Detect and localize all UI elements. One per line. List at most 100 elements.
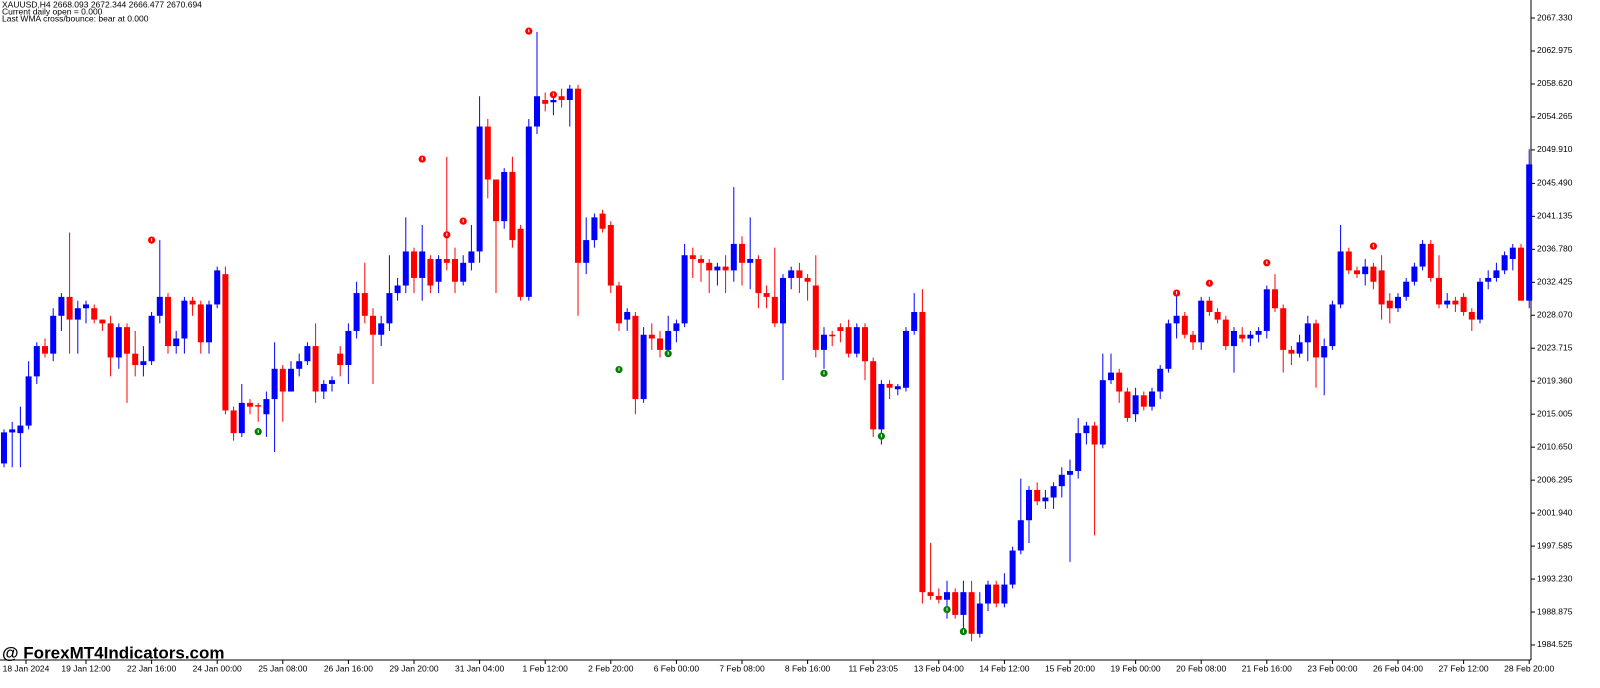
y-tick-label: 2062.975 <box>1537 45 1573 55</box>
candle-body <box>509 171 516 241</box>
x-tick-label: 24 Jan 00:00 <box>193 663 242 673</box>
candle-body <box>821 334 827 350</box>
candle-body <box>853 327 860 354</box>
candle-body <box>91 308 98 320</box>
candle-body <box>206 304 212 343</box>
x-tick-label: 26 Jan 16:00 <box>324 663 373 673</box>
candle-body <box>1403 281 1410 297</box>
candle-body <box>476 126 483 252</box>
candle-body <box>501 171 508 222</box>
candle-body <box>329 380 335 384</box>
x-tick-label: 1 Feb 12:00 <box>523 663 569 673</box>
header-line: Last WMA cross/bounce: bear at 0.000 <box>2 13 149 23</box>
candle-body <box>115 327 122 358</box>
candle-body <box>1526 164 1533 301</box>
candle-body <box>1181 315 1188 335</box>
candle-body <box>985 584 991 604</box>
candle-body <box>525 126 532 297</box>
candle-body <box>566 88 573 101</box>
candle-body <box>99 319 106 324</box>
candle-body <box>1116 372 1123 392</box>
candle-body <box>665 330 672 350</box>
candle-body <box>517 228 524 297</box>
candle-body <box>296 361 303 369</box>
candle-body <box>1354 270 1360 275</box>
candle-body <box>1239 334 1246 339</box>
y-tick-label: 2058.620 <box>1537 78 1573 88</box>
candle-body <box>591 217 598 241</box>
candle-body <box>804 277 811 282</box>
candle-body <box>1419 243 1426 267</box>
candle-body <box>1 432 7 464</box>
x-tick-label: 21 Feb 16:00 <box>1242 663 1292 673</box>
x-tick-label: 11 Feb 23:05 <box>848 663 898 673</box>
candle-body <box>1444 300 1451 305</box>
candle-body <box>1493 270 1500 278</box>
candle-body <box>837 327 844 331</box>
x-tick-label: 20 Feb 08:00 <box>1176 663 1226 673</box>
candle-body <box>222 274 229 411</box>
candle-body <box>681 255 688 324</box>
candle-body <box>739 243 745 263</box>
candle-body <box>1140 395 1147 407</box>
x-tick-label: 8 Feb 16:00 <box>785 663 831 673</box>
y-tick-label: 2001.940 <box>1537 507 1573 517</box>
candle-body <box>443 259 450 263</box>
candle-body <box>460 262 467 282</box>
candle-body <box>320 383 327 392</box>
candle-body <box>1304 323 1311 343</box>
y-tick-label: 2019.360 <box>1537 375 1573 385</box>
candle-body <box>673 323 680 331</box>
candle-body <box>1067 471 1073 475</box>
candle-body <box>452 259 458 282</box>
candle-body <box>493 179 499 222</box>
candle-body <box>148 315 155 362</box>
candle-body <box>1042 497 1049 502</box>
candle-body <box>50 315 57 354</box>
candle-body <box>755 259 762 294</box>
x-tick-label: 19 Jan 12:00 <box>61 663 110 673</box>
candle-body <box>862 327 868 362</box>
candle-body <box>345 330 352 366</box>
candle-body <box>1501 255 1508 271</box>
candle-body <box>968 592 975 634</box>
candle-body <box>263 399 270 415</box>
candle-body <box>1206 300 1213 313</box>
x-tick-label: 7 Feb 08:00 <box>719 663 765 673</box>
candle-body <box>1173 315 1180 324</box>
x-tick-label: 2 Feb 20:00 <box>588 663 634 673</box>
x-tick-label: 15 Feb 20:00 <box>1045 663 1095 673</box>
y-tick-label: 2067.330 <box>1537 12 1573 22</box>
candle-body <box>935 595 942 600</box>
candle-body <box>944 592 950 600</box>
y-tick-label: 2041.135 <box>1537 211 1573 221</box>
candle-body <box>394 285 401 294</box>
candle-body <box>640 334 647 400</box>
candle-body <box>1288 349 1295 354</box>
candle-body <box>181 300 188 339</box>
candle-body <box>730 243 737 271</box>
candle-body <box>1280 308 1287 350</box>
x-tick-label: 26 Feb 04:00 <box>1373 663 1423 673</box>
candle-body <box>1329 304 1336 347</box>
candle-body <box>722 266 729 271</box>
candle-body <box>763 293 770 297</box>
candle-body <box>173 338 180 347</box>
candle-body <box>1247 334 1254 339</box>
x-tick-label: 25 Jan 08:00 <box>258 663 307 673</box>
candle-body <box>952 592 959 615</box>
candle-body <box>829 334 836 337</box>
candle-body <box>648 334 655 339</box>
candle-body <box>960 592 967 615</box>
candle-body <box>25 376 32 426</box>
candle-body <box>1427 243 1434 278</box>
candle-body <box>886 383 893 388</box>
candle-body <box>1313 323 1319 358</box>
candle-body <box>33 346 40 377</box>
candle-body <box>124 327 130 354</box>
candle-body <box>1386 300 1393 309</box>
candle-body <box>1362 266 1369 275</box>
candle-body <box>1411 266 1418 282</box>
candle-body <box>657 338 663 350</box>
